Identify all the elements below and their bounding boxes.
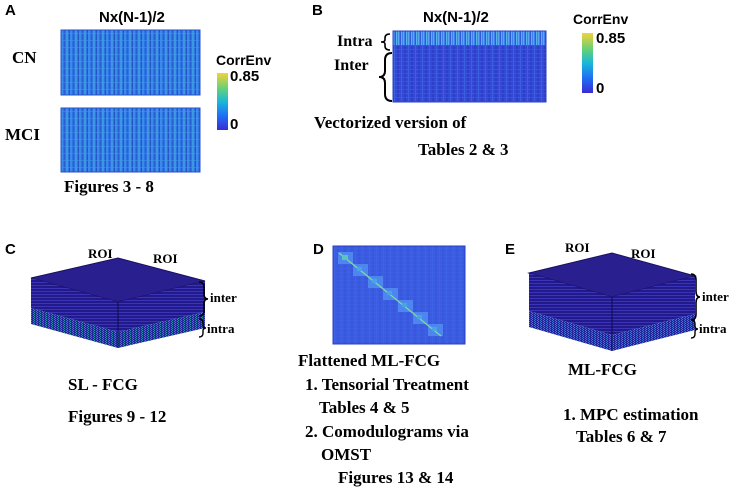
- panel-a-colorbar-title: CorrEnv: [216, 52, 272, 68]
- panel-b-colorbar-max: 0.85: [596, 30, 626, 47]
- panel-a-colorbar-min: 0: [230, 116, 239, 133]
- panel-d-diagonal-blocks: [338, 252, 443, 337]
- panel-c-letter: C: [5, 241, 16, 258]
- panel-e-title: ML-FCG: [568, 360, 637, 379]
- panel-e-roi-left: ROI: [565, 240, 590, 255]
- panel-d-item1: 1. Tensorial Treatment: [305, 375, 469, 394]
- panel-c-inter-brace: [198, 281, 209, 317]
- panel-d-item2-cont: OMST: [321, 445, 372, 464]
- panel-a-cn-heatmap: [60, 29, 201, 96]
- panel-b-inter-brace: [378, 52, 393, 102]
- panel-d-item1-sub: Tables 4 & 5: [319, 398, 410, 417]
- panel-c-roi-left: ROI: [88, 246, 113, 261]
- panel-e-letter: E: [505, 241, 516, 258]
- panel-e-intra-brace: [690, 319, 699, 339]
- panel-b-colorbar: [582, 33, 593, 93]
- panel-a-colorbar-max: 0.85: [230, 68, 260, 85]
- panel-e-intra-label: intra: [699, 321, 727, 336]
- panel-c-inter-label: inter: [210, 290, 237, 305]
- panel-c-cube: [30, 257, 206, 348]
- panel-b-header: Nx(N-1)/2: [423, 9, 489, 26]
- panel-a-mci-heatmap: [60, 107, 201, 173]
- panel-b-colorbar-title: CorrEnv: [573, 11, 629, 27]
- panel-d-title: Flattened ML-FCG: [298, 351, 441, 370]
- panel-a-mci-label: MCI: [5, 125, 40, 144]
- panel-d-letter: D: [313, 241, 324, 258]
- panel-e-item1-sub: Tables 6 & 7: [576, 427, 667, 446]
- panel-b-caption-line1: Vectorized version of: [314, 113, 467, 132]
- panel-e-inter-brace: [690, 273, 701, 321]
- panel-c-intra-brace: [198, 318, 207, 338]
- panel-d-block-matrix: [332, 245, 466, 345]
- panel-b-heatmap: [392, 30, 547, 103]
- panel-e-roi-right: ROI: [631, 246, 656, 261]
- panel-a-caption: Figures 3 - 8: [64, 177, 154, 196]
- panel-a-cn-label: CN: [12, 48, 37, 67]
- panel-e-cube: [527, 252, 697, 351]
- panel-c-roi-right: ROI: [153, 251, 178, 266]
- panel-c-caption: Figures 9 - 12: [68, 407, 167, 426]
- panel-e-item1: 1. MPC estimation: [563, 405, 699, 424]
- panel-b-letter: B: [312, 2, 323, 19]
- panel-c-intra-label: intra: [207, 321, 235, 336]
- panel-b-intra-label: Intra: [337, 33, 373, 50]
- panel-d-item2-sub: Figures 13 & 14: [338, 468, 454, 487]
- panel-c-title: SL - FCG: [68, 375, 138, 394]
- panel-b-caption-line2: Tables 2 & 3: [418, 140, 509, 159]
- panel-a-header: Nx(N-1)/2: [99, 9, 165, 26]
- panel-b-colorbar-min: 0: [596, 80, 605, 97]
- panel-d-item2: 2. Comodulograms via: [305, 422, 469, 441]
- panel-a-colorbar: [217, 73, 228, 130]
- panel-a-letter: A: [5, 2, 16, 19]
- panel-e-inter-label: inter: [702, 289, 729, 304]
- panel-b-inter-label: Inter: [334, 57, 369, 74]
- panel-b-intra-brace: [380, 33, 391, 51]
